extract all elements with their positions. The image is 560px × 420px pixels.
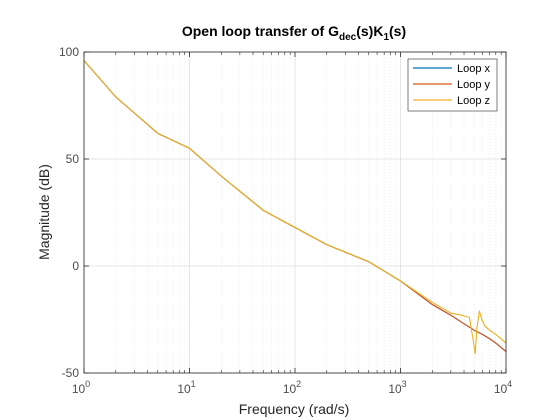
x-tick-label: 104 [494,379,512,396]
tick-marks [83,51,507,374]
y-axis-label: Magnitude (dB) [36,164,52,260]
title-main: Open loop transfer of G [182,23,339,39]
y-tick-label: 50 [66,152,80,166]
x-axis-label: Frequency (rad/s) [239,401,349,417]
x-tick-label: 101 [177,379,195,396]
title-sub-1: 1 [383,32,389,43]
legend-label-1: Loop x [457,63,491,75]
legend-label-2: Loop y [457,79,491,91]
y-tick-label: 100 [59,45,79,59]
title-sub-dec: dec [339,32,357,43]
title-mid: (s)K [356,23,383,39]
legend: Loop x Loop y Loop z [407,58,498,112]
x-tick-label: 102 [283,379,301,396]
tick-labels: 100 101 102 103 104 100 50 0 -50 [59,45,512,396]
x-tick-label: 100 [72,379,90,396]
series-layer [83,60,507,355]
series-line-3 [83,60,507,355]
legend-label-3: Loop z [457,95,490,107]
chart-title: Open loop transfer of Gdec(s)K1(s) [182,23,406,43]
x-tick-label: 103 [388,379,406,396]
y-tick-label: 0 [72,259,79,273]
y-tick-label: -50 [62,366,80,380]
title-end: (s) [389,23,406,39]
